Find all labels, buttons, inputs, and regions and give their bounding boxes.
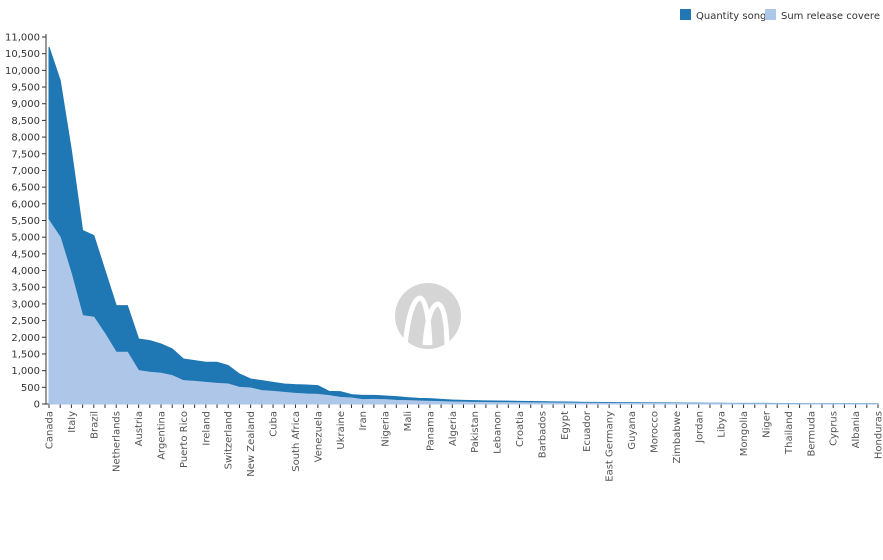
x-tick-label: Ukraine [336,411,347,450]
x-tick-label: Guyana [627,411,638,450]
x-tick-label: Zimbabwe [672,411,683,464]
x-tick-label: Algeria [448,411,459,446]
y-tick-label: 4,000 [11,266,40,277]
x-tick-label: Panama [425,411,436,451]
x-tick-label: Niger [761,410,772,438]
watermark [395,283,461,349]
x-tick-label: Austria [134,411,145,446]
y-tick-label: 500 [21,383,40,394]
y-tick-label: 3,000 [11,299,40,310]
x-tick-label: New Zealand [246,411,257,477]
x-tick-label: Bermuda [806,411,817,457]
y-tick-label: 6,000 [11,199,40,210]
x-tick-label: Nigeria [381,411,392,447]
x-tick-label: South Africa [291,411,302,472]
x-tick-label: Jordan [694,411,705,444]
y-tick-label: 1,500 [11,349,40,360]
y-tick-label: 9,000 [11,99,40,110]
y-tick-label: 4,500 [11,249,40,260]
x-tick-label: Netherlands [112,411,123,472]
y-tick-label: 1,000 [11,366,40,377]
y-tick-label: 5,000 [11,233,40,244]
y-tick-label: 8,500 [11,116,40,127]
x-tick-label: Honduras [874,411,883,459]
legend-label: Sum release covere [781,11,880,22]
x-tick-label: Ireland [201,411,212,446]
x-tick-label: Pakistan [470,411,481,453]
x-tick-label: Switzerland [224,411,235,469]
x-tick-label: Croatia [515,411,526,447]
y-tick-label: 8,000 [11,133,40,144]
legend-swatch [765,9,776,20]
x-tick-label: Mongolia [739,411,750,456]
x-tick-label: Puerto Rico [179,411,190,468]
y-tick-label: 7,000 [11,166,40,177]
x-tick-label: Italy [67,411,78,433]
area [48,218,879,405]
x-tick-label: Brazil [89,411,100,439]
y-tick-label: 2,500 [11,316,40,327]
y-tick-label: 0 [34,400,40,411]
x-tick-label: Cyprus [829,411,840,446]
x-tick-label: Lebanon [493,411,504,454]
x-tick-label: Cuba [269,411,280,437]
y-tick-label: 10,500 [5,49,40,60]
x-tick-label: Venezuela [313,411,324,462]
x-tick-label: Albania [851,411,862,448]
y-tick-label: 9,500 [11,83,40,94]
y-tick-label: 6,500 [11,183,40,194]
y-tick-label: 2,000 [11,333,40,344]
area [48,46,879,405]
x-tick-label: Barbados [537,411,548,458]
y-tick-label: 11,000 [5,33,40,44]
y-tick-label: 3,500 [11,283,40,294]
x-tick-label: Ecuador [582,410,593,452]
y-tick-label: 7,500 [11,149,40,160]
y-tick-label: 5,500 [11,216,40,227]
y-tick-label: 10,000 [5,66,40,77]
x-tick-label: Argentina [157,411,168,460]
x-tick-label: Morocco [649,411,660,453]
x-tick-label: Mali [403,411,414,431]
x-tick-label: Canada [45,411,56,449]
legend-swatch [680,9,691,20]
x-tick-label: Egypt [560,411,571,440]
x-tick-label: Libya [717,411,728,438]
legend-label: Quantity song [696,11,766,22]
x-tick-label: Thailand [784,411,795,455]
x-tick-label: East Germany [605,411,616,482]
x-tick-label: Iran [358,411,369,431]
